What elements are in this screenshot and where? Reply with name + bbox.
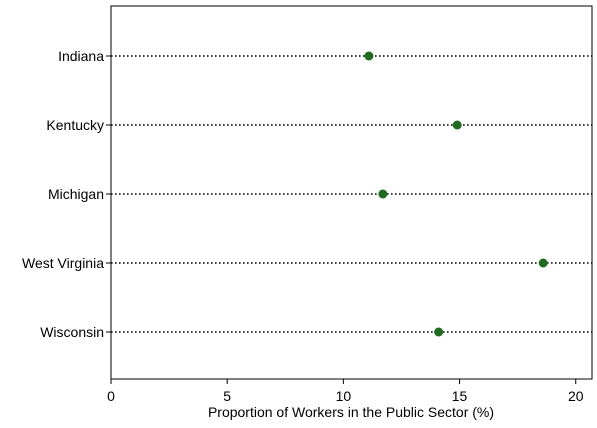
data-point (364, 51, 374, 61)
category-label: Indiana (58, 48, 104, 64)
data-point (538, 258, 548, 268)
x-tick-label: 20 (568, 388, 584, 404)
category-label: Wisconsin (40, 324, 104, 340)
x-axis-title: Proportion of Workers in the Public Sect… (208, 404, 494, 420)
x-tick-label: 15 (452, 388, 468, 404)
category-labels: Indiana Kentucky Michigan West Virginia Wisc… (22, 48, 111, 340)
category-label: Kentucky (46, 117, 104, 133)
data-point (452, 120, 462, 130)
category-label: Michigan (48, 186, 104, 202)
data-points (364, 51, 548, 337)
x-tick-label: 0 (107, 388, 115, 404)
plot-frame (110, 5, 593, 380)
x-tick-label: 10 (336, 388, 352, 404)
guide-lines (111, 55, 592, 333)
x-axis-ticks: 0 5 10 15 20 (107, 379, 584, 404)
category-label: West Virginia (22, 255, 104, 271)
data-point (378, 189, 388, 199)
x-tick-label: 5 (223, 388, 231, 404)
data-point (434, 327, 444, 337)
